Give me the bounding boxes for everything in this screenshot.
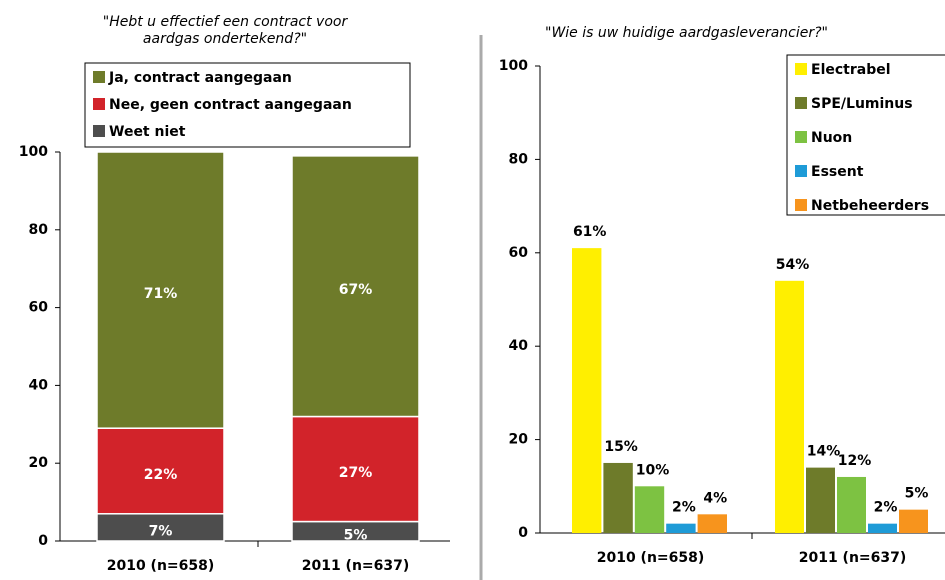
data-label: 54% [776, 257, 810, 273]
bar-segment [96, 151, 225, 429]
bar [775, 280, 804, 533]
legend-label: Electrabel [811, 62, 891, 78]
legend-swatch [795, 199, 807, 211]
legend-swatch [93, 71, 105, 83]
legend-label: Essent [811, 164, 864, 180]
data-label: 2% [874, 500, 898, 516]
bar [634, 486, 665, 533]
legend-label: Nuon [811, 130, 852, 146]
bar [868, 523, 897, 533]
y-tick-label: 100 [19, 144, 48, 160]
x-tick-label: 2010 (n=658) [107, 558, 215, 574]
bar [899, 509, 928, 533]
data-label: 15% [604, 439, 638, 455]
legend-swatch [795, 165, 807, 177]
data-label: 4% [703, 490, 727, 506]
legend-swatch [93, 98, 105, 110]
legend-swatch [795, 97, 807, 109]
bar [572, 248, 602, 533]
bar-segment [291, 415, 420, 523]
y-tick-label: 0 [518, 525, 528, 541]
y-tick-label: 0 [38, 533, 48, 549]
data-label: 27% [339, 465, 373, 481]
legend-swatch [795, 131, 807, 143]
data-label: 61% [573, 224, 607, 240]
y-tick-label: 20 [29, 455, 49, 471]
legend-swatch [795, 63, 807, 75]
data-label: 5% [905, 486, 929, 502]
legend-label: Nee, geen contract aangegaan [109, 97, 352, 113]
legend-box [84, 62, 411, 148]
chart-title: "Wie is uw huidige aardgasleverancier?" [545, 25, 829, 41]
data-label: 2% [672, 500, 696, 516]
bar [603, 462, 633, 533]
y-tick-label: 60 [29, 300, 49, 316]
legend-label: Netbeheerders [811, 198, 929, 214]
y-tick-label: 60 [509, 245, 529, 261]
legend-label: Weet niet [109, 124, 186, 140]
bar [666, 523, 696, 533]
data-label: 67% [339, 282, 373, 298]
y-tick-label: 40 [509, 338, 529, 354]
data-label: 10% [636, 462, 670, 478]
bar [697, 514, 727, 533]
legend-label: Ja, contract aangegaan [108, 70, 292, 86]
x-tick-label: 2011 (n=637) [799, 550, 907, 566]
data-label: 5% [344, 527, 368, 543]
data-label: 22% [144, 467, 178, 483]
bar [806, 467, 835, 533]
bar-segment [96, 427, 225, 515]
legend-box [786, 54, 945, 216]
data-label: 71% [144, 286, 178, 302]
y-tick-label: 80 [509, 151, 529, 167]
data-label: 14% [807, 444, 841, 460]
y-tick-label: 80 [29, 222, 49, 238]
legend-swatch [93, 125, 105, 137]
bar-segment [291, 155, 420, 418]
x-tick-label: 2011 (n=637) [302, 558, 410, 574]
x-tick-label: 2010 (n=658) [597, 550, 705, 566]
y-tick-label: 20 [509, 432, 529, 448]
chart-title: "Hebt u effectief een contract voor aard… [102, 14, 348, 47]
bar [837, 476, 866, 533]
y-tick-label: 40 [29, 377, 49, 393]
legend-label: SPE/Luminus [811, 96, 913, 112]
data-label: 12% [838, 453, 872, 469]
data-label: 7% [149, 523, 173, 539]
y-tick-label: 100 [499, 58, 528, 74]
